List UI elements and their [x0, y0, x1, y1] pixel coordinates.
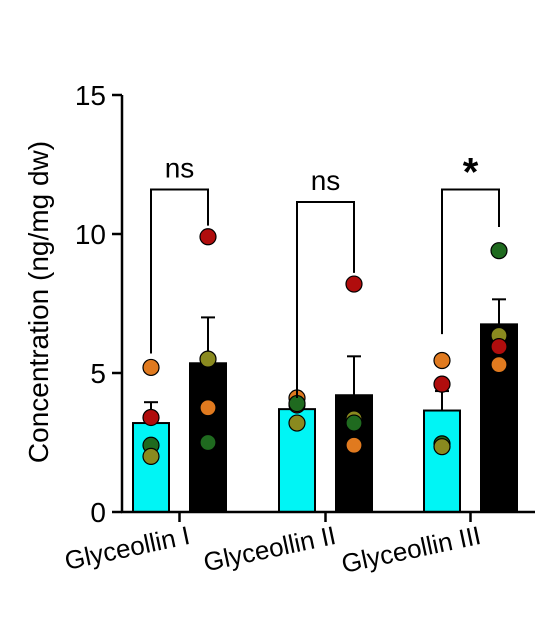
significance-bracket: [441, 188, 500, 335]
data-point: [345, 414, 363, 432]
data-point: [490, 242, 508, 260]
data-point: [288, 414, 306, 432]
bar: [480, 323, 518, 513]
data-point: [433, 375, 451, 393]
points-layer: [142, 228, 508, 465]
y-tick-label: 10: [75, 219, 106, 250]
data-point: [142, 358, 160, 377]
y-axis-title: Concentration (ng/mg dw): [23, 141, 54, 463]
y-tick-label: 15: [75, 80, 106, 111]
bar: [423, 409, 461, 513]
y-tick-label: 5: [90, 358, 106, 389]
significance-bracket: [150, 188, 209, 354]
significance-layer: ns ns *: [150, 151, 500, 399]
data-point: [345, 275, 363, 293]
bars-layer: [132, 323, 518, 514]
data-point: [433, 438, 451, 456]
data-point: [433, 351, 451, 370]
x-tick-label: Glyceollin III: [339, 520, 484, 579]
data-point: [345, 436, 363, 454]
data-point: [490, 337, 508, 356]
data-point: [199, 399, 217, 417]
data-point: [142, 408, 160, 427]
data-point: [199, 228, 217, 246]
data-point: [142, 447, 160, 465]
data-point: [199, 433, 217, 452]
x-tick-label: Glyceollin I: [62, 520, 193, 576]
data-point: [199, 350, 217, 368]
significance-label: *: [463, 151, 479, 195]
y-tick-label: 0: [90, 497, 106, 528]
significance-bracket: [296, 201, 355, 399]
x-tick-label: Glyceollin II: [201, 520, 339, 577]
significance-label: ns: [165, 153, 195, 184]
data-point: [490, 356, 508, 374]
bar: [132, 422, 170, 514]
significance-label: ns: [311, 165, 341, 196]
